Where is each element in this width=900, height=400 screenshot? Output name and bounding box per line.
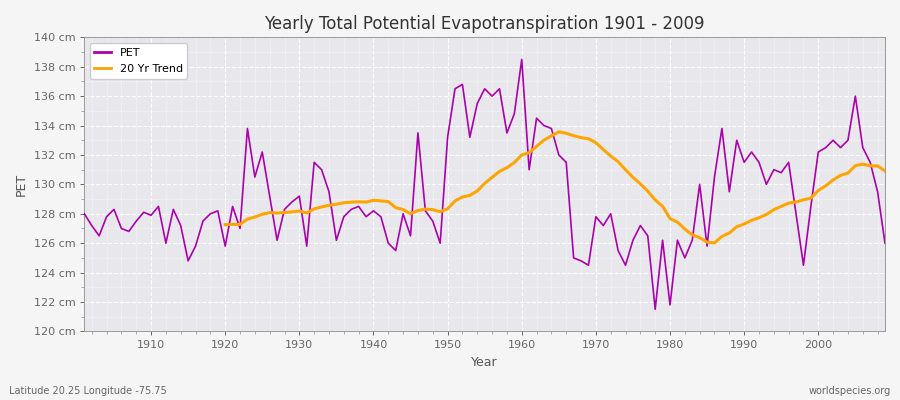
- Text: worldspecies.org: worldspecies.org: [809, 386, 891, 396]
- Y-axis label: PET: PET: [15, 173, 28, 196]
- Legend: PET, 20 Yr Trend: PET, 20 Yr Trend: [90, 43, 187, 79]
- X-axis label: Year: Year: [472, 356, 498, 369]
- Title: Yearly Total Potential Evapotranspiration 1901 - 2009: Yearly Total Potential Evapotranspiratio…: [265, 15, 705, 33]
- Text: Latitude 20.25 Longitude -75.75: Latitude 20.25 Longitude -75.75: [9, 386, 166, 396]
